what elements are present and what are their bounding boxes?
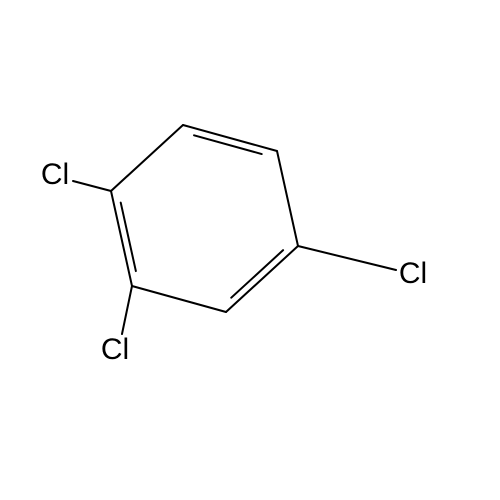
atom-label-cl: Cl: [41, 158, 69, 192]
atom-label-cl: Cl: [399, 257, 427, 291]
molecule-canvas: Cl Cl Cl: [0, 0, 500, 500]
bond-layer: [0, 0, 500, 500]
atom-label-cl: Cl: [101, 333, 129, 367]
